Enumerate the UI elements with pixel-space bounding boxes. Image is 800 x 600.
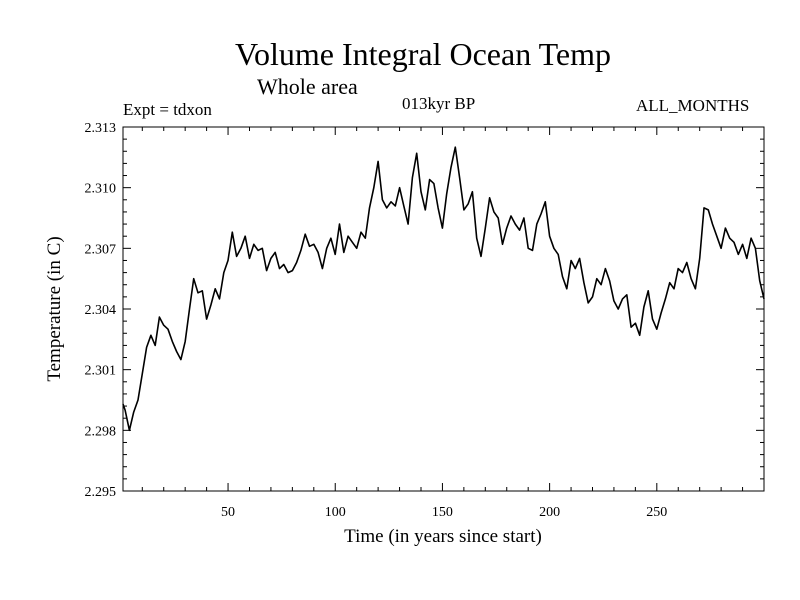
x-tick-label: 200 <box>539 505 560 520</box>
series-line <box>122 146 765 432</box>
x-tick-label: 100 <box>325 505 346 520</box>
plot-frame <box>122 126 765 492</box>
chart-title: Volume Integral Ocean Temp <box>235 36 612 72</box>
y-tick-label: 2.298 <box>85 424 117 439</box>
x-tick-label: 150 <box>432 505 453 520</box>
y-tick-label: 2.310 <box>85 182 117 197</box>
axis-ticks <box>123 126 765 492</box>
y-tick-label: 2.295 <box>85 485 117 500</box>
x-axis-label: Time (in years since start) <box>344 526 542 547</box>
experiment-label: Expt = tdxon <box>123 100 212 119</box>
y-tick-label: 2.304 <box>85 303 117 318</box>
x-tick-label: 250 <box>646 505 667 520</box>
chart-subtitle: Whole area <box>257 74 358 99</box>
months-label: ALL_MONTHS <box>636 96 750 115</box>
period-label: 013kyr BP <box>402 94 476 113</box>
y-tick-label: 2.301 <box>85 364 117 379</box>
y-tick-label: 2.313 <box>85 121 117 136</box>
y-tick-label: 2.307 <box>85 242 117 257</box>
y-axis-label: Temperature (in C) <box>44 236 65 381</box>
tick-labels: 50 100 150 200 250 2.295 2.298 2.301 2.304 2.307 2… <box>85 121 668 520</box>
x-tick-label: 50 <box>221 505 235 520</box>
